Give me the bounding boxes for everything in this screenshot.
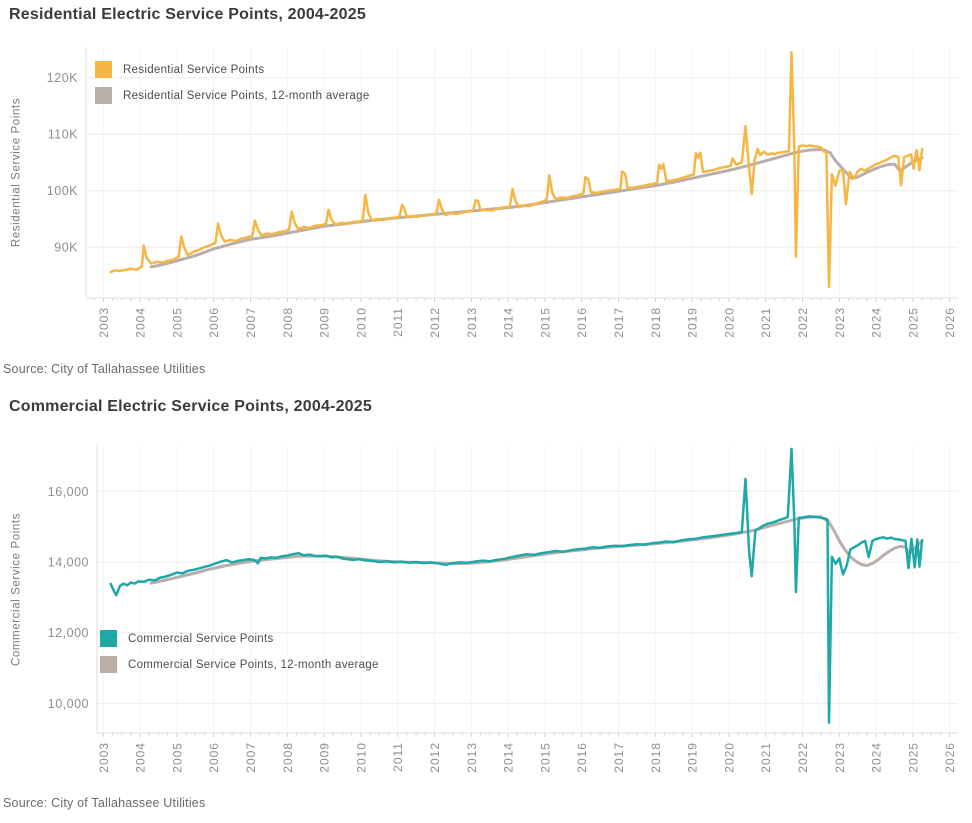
x-tick-label: 2005 [170,307,184,338]
series-line [109,51,924,289]
x-tick-label: 2003 [97,307,111,338]
x-tick-label: 2025 [906,307,920,338]
legend-swatch-residential-raw [95,61,112,78]
x-tick-label: 2024 [870,742,884,773]
x-tick-label: 2021 [759,742,773,773]
x-tick-label: 2009 [318,742,332,773]
x-tick-label: 2023 [833,742,847,773]
y-tick-label: 12,000 [48,626,89,640]
x-tick-label: 2018 [649,307,663,338]
legend-label: Residential Service Points [123,63,265,76]
series-line [149,148,924,269]
x-tick-label: 2005 [170,742,184,773]
source-note: Source: City of Tallahassee Utilities [3,796,206,810]
x-tick-label: 2023 [833,307,847,338]
x-tick-label: 2019 [686,742,700,773]
legend-item: Residential Service Points, 12-month ave… [95,87,370,104]
x-tick-label: 2014 [502,307,516,338]
x-tick-label: 2012 [428,742,442,773]
x-tick-label: 2009 [318,307,332,338]
source-note: Source: City of Tallahassee Utilities [3,362,206,376]
legend-swatch-commercial-average [100,656,117,673]
y-tick-label: 90K [54,241,78,255]
x-tick-label: 2019 [686,307,700,338]
series-line [109,447,924,725]
commercial-chart-title: Commercial Electric Service Points, 2004… [9,398,372,415]
commercial-y-axis-title: Commercial Service Points [10,512,23,667]
x-tick-label: 2008 [281,742,295,773]
x-tick-label: 2008 [281,307,295,338]
x-tick-label: 2021 [759,307,773,338]
legend-label: Commercial Service Points, 12-month aver… [128,658,379,671]
x-tick-label: 2025 [906,742,920,773]
x-tick-label: 2022 [796,742,810,773]
y-tick-label: 16,000 [48,485,89,499]
x-tick-label: 2010 [354,307,368,338]
commercial-chart: 16,000 14,000 12,000 10,000 2003 2004 2005 2006… [48,445,958,773]
residential-y-axis-title: Residential Service Points [10,97,23,248]
x-tick-label: 2020 [722,742,736,773]
legend-item: Commercial Service Points, 12-month aver… [100,656,379,673]
residential-chart: 120K 110K 100K 90K 2003 2004 2005 2006 2007 2008 2… [47,47,958,338]
x-tick-label: 2007 [244,307,258,338]
x-tick-label: 2012 [428,307,442,338]
y-tick-label: 110K [48,128,78,142]
x-tick-label: 2015 [538,307,552,338]
x-tick-label: 2014 [502,742,516,773]
x-tick-label: 2024 [870,307,884,338]
y-tick-label: 100K [47,184,78,198]
y-tick-label: 10,000 [48,697,89,711]
residential-legend: Residential Service Points Residential S… [95,61,370,104]
x-tick-label: 2015 [538,742,552,773]
x-tick-label: 2011 [391,307,405,337]
x-tick-label: 2026 [943,742,957,773]
series-line [149,515,924,585]
x-tick-label: 2004 [134,742,148,773]
x-tick-label: 2010 [354,742,368,773]
y-tick-label: 14,000 [48,556,89,570]
x-tick-label: 2006 [207,307,221,338]
legend-swatch-commercial-raw [100,630,117,647]
x-tick-label: 2022 [796,307,810,338]
legend-item: Residential Service Points [95,61,370,78]
x-tick-label: 2017 [612,742,626,773]
x-tick-label: 2026 [943,307,957,338]
x-tick-label: 2017 [612,307,626,338]
legend-item: Commercial Service Points [100,630,379,647]
x-tick-label: 2004 [134,307,148,338]
legend-label: Commercial Service Points [128,632,274,645]
x-tick-label: 2020 [722,307,736,338]
x-tick-label: 2007 [244,742,258,773]
legend-label: Residential Service Points, 12-month ave… [123,89,370,102]
y-tick-label: 120K [47,71,78,85]
x-tick-label: 2006 [207,742,221,773]
x-tick-label: 2011 [391,742,405,772]
x-tick-label: 2016 [575,742,589,773]
commercial-legend: Commercial Service Points Commercial Ser… [100,630,379,673]
x-tick-label: 2013 [465,742,479,773]
x-tick-label: 2018 [649,742,663,773]
x-tick-label: 2016 [575,307,589,338]
x-tick-label: 2003 [97,742,111,773]
legend-swatch-residential-average [95,87,112,104]
residential-chart-title: Residential Electric Service Points, 200… [9,6,366,23]
x-tick-label: 2013 [465,307,479,338]
